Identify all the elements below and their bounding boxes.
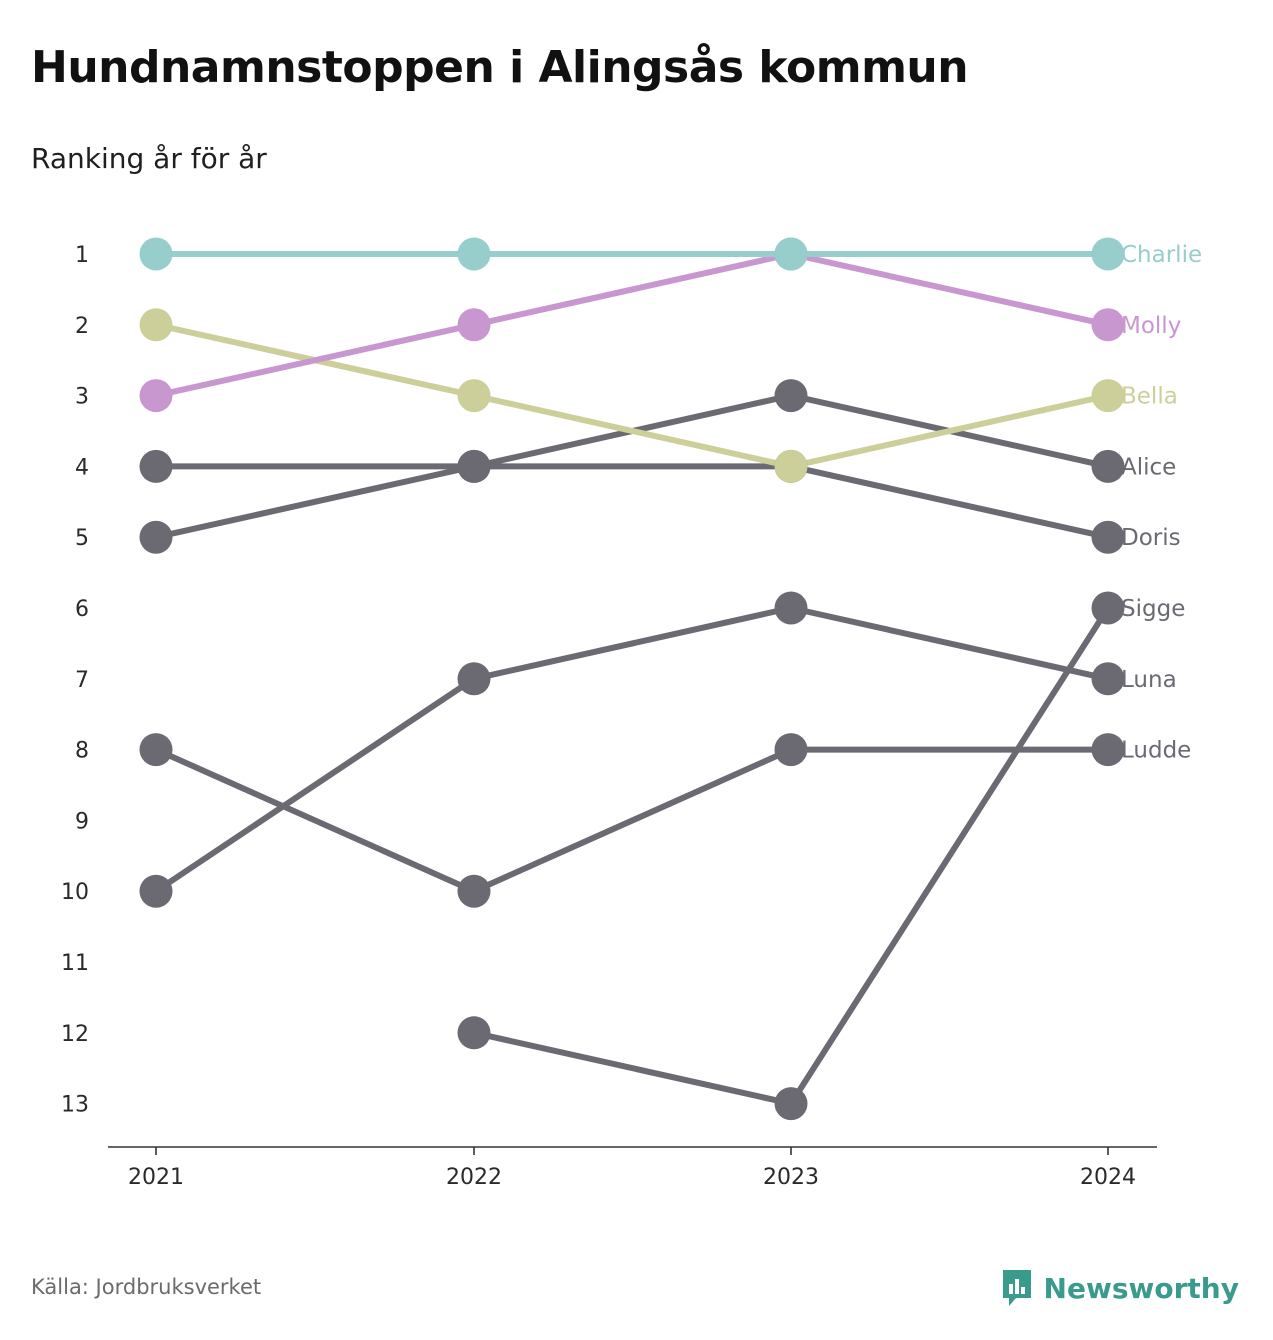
series-label-bella: Bella [1121,384,1178,410]
series-point-alice [1091,449,1125,483]
brand-logo[interactable]: Newsworthy [1000,1268,1239,1308]
series-point-charlie [457,237,491,271]
chart-subtitle: Ranking år för år [31,142,267,175]
series-point-luna [139,874,173,908]
y-tick-label: 5 [75,526,89,551]
series-label-sigge: Sigge [1121,596,1185,622]
series-point-doris [139,449,173,483]
series-point-alice [139,520,173,554]
y-tick-label: 4 [75,455,89,480]
series-point-bella [1091,379,1125,413]
series-point-luna [457,662,491,696]
series-point-bella [774,449,808,483]
source-note: Källa: Jordbruksverket [31,1275,262,1299]
series-point-ludde [139,733,173,767]
y-tick-label: 7 [75,668,89,693]
series-lines [153,251,1111,1107]
x-tick-label: 2023 [763,1165,819,1190]
series-point-bella [139,308,173,342]
y-tick-label: 12 [61,1022,89,1047]
series-point-ludde [1091,733,1125,767]
series-point-charlie [139,237,173,271]
y-tick-label: 10 [61,880,89,905]
x-tick-label: 2022 [446,1165,502,1190]
series-point-luna [1091,662,1125,696]
brand-name: Newsworthy [1043,1271,1239,1305]
series-point-doris [1091,520,1125,554]
series-point-sigge [457,1016,491,1050]
series-line-bella [153,321,1111,470]
series-point-sigge [774,1087,808,1121]
series-point-ludde [457,874,491,908]
series-line-molly [153,251,1111,399]
y-tick-label: 3 [75,385,89,410]
series-point-molly [139,379,173,413]
series-point-luna [774,591,808,625]
series-point-sigge [1091,591,1125,625]
chart-title: Hundnamnstoppen i Alingsås kommun [31,42,969,93]
series-label-charlie: Charlie [1121,242,1202,268]
series-point-charlie [1091,237,1125,271]
y-tick-label: 11 [61,951,89,976]
series-line-sigge [471,605,1111,1107]
y-tick-label: 13 [61,1093,89,1118]
series-point-doris [457,449,491,483]
series-line-doris [153,463,1111,541]
series-point-molly [457,308,491,342]
y-tick-label: 1 [75,243,89,268]
y-tick-label: 6 [75,597,89,622]
series-point-ludde [774,733,808,767]
y-tick-label: 8 [75,739,89,764]
series-points [139,237,1125,1121]
y-tick-label: 2 [75,314,89,339]
newsworthy-logo-icon [1002,1270,1031,1306]
series-line-ludde [153,746,1111,895]
x-axis: 2021 2022 2023 2024 [108,1146,1157,1190]
series-point-molly [1091,308,1125,342]
series-label-ludde: Ludde [1121,738,1191,764]
series-labels: Sigge Luna Ludde Alice Doris Bella Molly Charli… [1121,242,1202,764]
series-label-alice: Alice [1121,454,1176,480]
series-point-alice [774,379,808,413]
x-tick-label: 2024 [1080,1165,1136,1190]
series-point-charlie [774,237,808,271]
series-label-molly: Molly [1121,313,1181,339]
y-tick-label: 9 [75,809,89,834]
x-tick-label: 2021 [128,1165,184,1190]
series-line-luna [153,605,1111,895]
series-label-luna: Luna [1121,667,1177,693]
series-point-bella [457,379,491,413]
series-label-doris: Doris [1121,525,1181,551]
